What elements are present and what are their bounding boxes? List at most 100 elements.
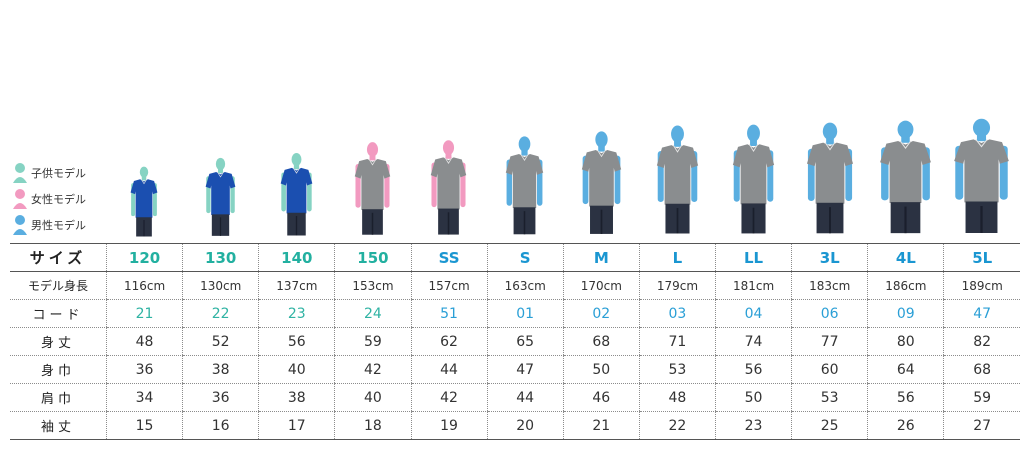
model-height-row-cell: 189cm xyxy=(943,271,1020,300)
body-width-row-cell: 42 xyxy=(334,355,411,384)
sleeve-length-row-cell: 25 xyxy=(791,411,868,440)
shoulder-width-row-cell: 40 xyxy=(334,383,411,412)
code-row-cell: 03 xyxy=(638,299,716,328)
body-length-row-cell: 77 xyxy=(791,327,868,356)
sleeve-length-row-header: 袖丈 xyxy=(10,411,107,440)
shoulder-width-row: 肩巾 34 36 38 40 42 44 46 48 50 53 56 59 xyxy=(10,383,1020,412)
size-row-cell: 130 xyxy=(182,243,259,272)
model-legend: 子供モデル 女性モデル 男性モデル xyxy=(12,160,122,238)
legend-male: 男性モデル xyxy=(12,212,122,238)
sleeve-length-row-cell: 22 xyxy=(638,411,716,440)
shoulder-width-row-cell: 34 xyxy=(105,383,183,412)
size-row-cell: 5L xyxy=(943,243,1020,272)
size-row-cell: SS xyxy=(410,243,488,272)
body-length-row-cell: 59 xyxy=(334,327,411,356)
code-row-cell: 02 xyxy=(562,299,640,328)
code-row-cell: 06 xyxy=(791,299,868,328)
child-model-icon xyxy=(13,163,27,183)
size-row-cell: L xyxy=(638,243,716,272)
sleeve-length-row-cell: 19 xyxy=(410,411,488,440)
size-row-cell: 120 xyxy=(105,243,183,272)
sleeve-length-row-cell: 16 xyxy=(182,411,259,440)
code-row-cell: 24 xyxy=(334,299,411,328)
body-width-row-cell: 64 xyxy=(867,355,944,384)
sleeve-length-row-cell: 21 xyxy=(562,411,640,440)
sleeve-length-row-cell: 27 xyxy=(943,411,1020,440)
model-height-row-cell: 130cm xyxy=(182,271,259,300)
sleeve-length-row-cell: 26 xyxy=(867,411,944,440)
model-height-row-cell: 170cm xyxy=(562,271,640,300)
legend-female-label: 女性モデル xyxy=(31,193,86,206)
body-length-row-cell: 68 xyxy=(562,327,640,356)
male-model-figure xyxy=(581,131,622,234)
model-height-row-cell: 186cm xyxy=(867,271,944,300)
model-height-row: モデル身長 116cm 130cm 137cm 153cm 157cm 163cm 170cm… xyxy=(10,271,1020,300)
body-length-row-cell: 80 xyxy=(867,327,944,356)
male-model-figure xyxy=(656,125,699,234)
male-model-figure xyxy=(806,122,854,234)
body-length-row-cell: 48 xyxy=(105,327,183,356)
shoulder-width-row-cell: 56 xyxy=(867,383,944,412)
code-row-cell: 23 xyxy=(258,299,335,328)
female-model-figure xyxy=(430,140,467,235)
model-height-row-cell: 183cm xyxy=(791,271,868,300)
shoulder-width-row-cell: 53 xyxy=(791,383,868,412)
sleeve-length-row-cell: 17 xyxy=(258,411,335,440)
body-width-row-cell: 47 xyxy=(486,355,564,384)
male-model-figure xyxy=(505,136,544,235)
size-row-cell: 3L xyxy=(791,243,868,272)
model-figures xyxy=(110,110,1020,242)
shoulder-width-row-cell: 50 xyxy=(714,383,792,412)
body-width-row-cell: 38 xyxy=(182,355,259,384)
shoulder-width-row-cell: 46 xyxy=(562,383,640,412)
body-width-row-cell: 68 xyxy=(943,355,1020,384)
body-width-row-cell: 53 xyxy=(638,355,716,384)
male-model-icon xyxy=(13,215,27,235)
body-length-row-cell: 74 xyxy=(714,327,792,356)
size-row-cell: 4L xyxy=(867,243,944,272)
size-row-cell: S xyxy=(486,243,564,272)
code-row-cell: 47 xyxy=(943,299,1020,328)
body-width-row-cell: 50 xyxy=(562,355,640,384)
model-height-row-cell: 181cm xyxy=(714,271,792,300)
body-length-row-cell: 82 xyxy=(943,327,1020,356)
body-width-row-header: 身巾 xyxy=(10,355,107,384)
child-model-figure xyxy=(205,157,236,236)
model-height-row-header: モデル身長 xyxy=(10,271,107,300)
model-height-row-cell: 163cm xyxy=(486,271,564,300)
body-length-row-cell: 65 xyxy=(486,327,564,356)
body-length-row-header: 身丈 xyxy=(10,327,107,356)
body-width-row-cell: 36 xyxy=(105,355,183,384)
shoulder-width-row-cell: 36 xyxy=(182,383,259,412)
child-model-figure xyxy=(130,166,158,237)
size-row-cell: LL xyxy=(714,243,792,272)
model-height-row-cell: 137cm xyxy=(258,271,335,300)
model-height-row-cell: 157cm xyxy=(410,271,488,300)
size-table: サイズ 120 130 140 150 SS S M L LL 3L 4L 5L モデル身長 116cm 13… xyxy=(10,243,1020,440)
male-model-figure xyxy=(880,120,931,234)
model-height-row-cell: 179cm xyxy=(638,271,716,300)
legend-female: 女性モデル xyxy=(12,186,122,212)
shoulder-width-row-header: 肩巾 xyxy=(10,383,107,412)
sleeve-length-row-cell: 15 xyxy=(105,411,183,440)
female-model-icon xyxy=(13,189,27,209)
size-row-cell: M xyxy=(562,243,640,272)
body-width-row-cell: 40 xyxy=(258,355,335,384)
sleeve-length-row-cell: 18 xyxy=(334,411,411,440)
code-row-cell: 51 xyxy=(410,299,488,328)
code-row-cell: 21 xyxy=(105,299,183,328)
sleeve-length-row-cell: 20 xyxy=(486,411,564,440)
size-row-cell: 150 xyxy=(334,243,411,272)
shoulder-width-row-cell: 59 xyxy=(943,383,1020,412)
size-row: サイズ 120 130 140 150 SS S M L LL 3L 4L 5L xyxy=(10,243,1020,272)
code-row-cell: 22 xyxy=(182,299,259,328)
code-row-header: コード xyxy=(10,299,107,328)
size-row-cell: 140 xyxy=(258,243,335,272)
body-length-row-cell: 62 xyxy=(410,327,488,356)
body-length-row-cell: 71 xyxy=(638,327,716,356)
body-length-row-cell: 52 xyxy=(182,327,259,356)
size-row-header: サイズ xyxy=(10,243,107,272)
code-row-cell: 01 xyxy=(486,299,564,328)
model-height-row-cell: 153cm xyxy=(334,271,411,300)
female-model-figure xyxy=(354,142,391,235)
